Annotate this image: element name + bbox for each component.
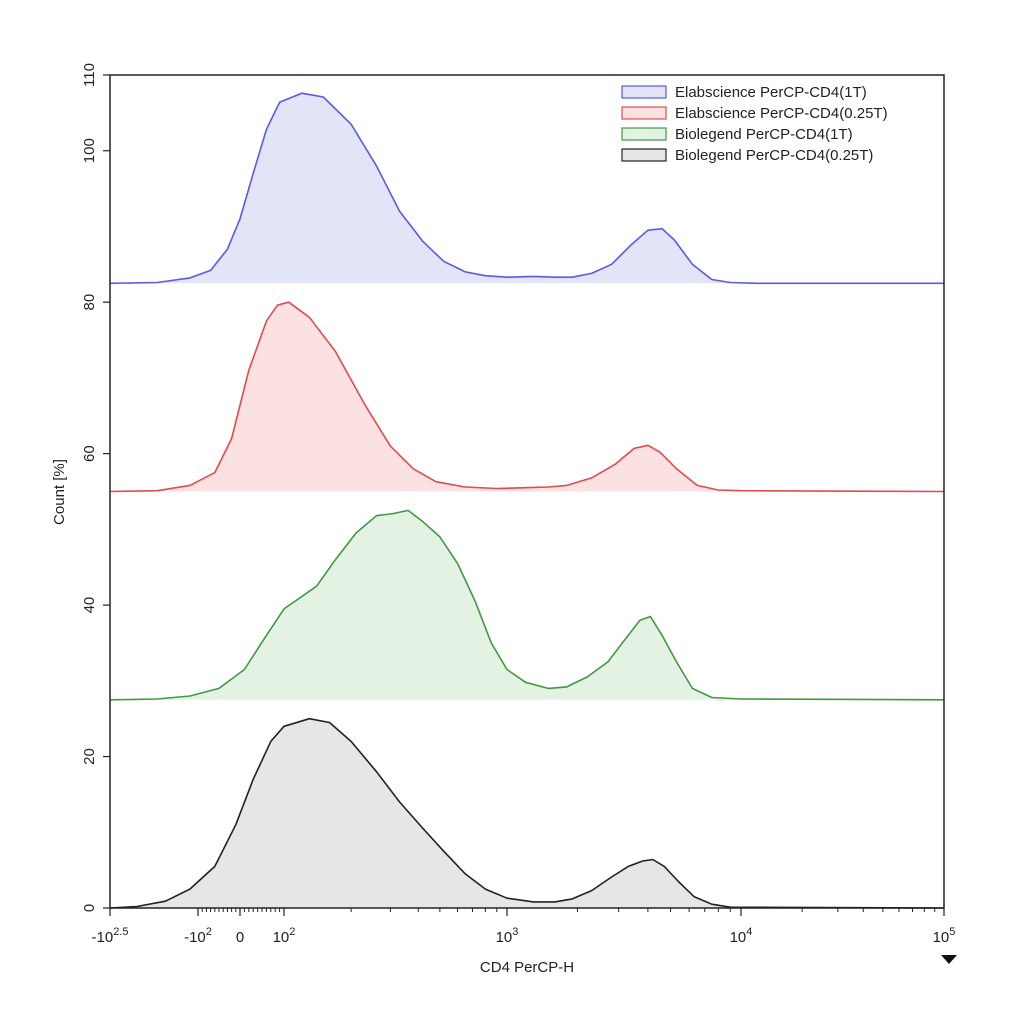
- legend: Elabscience PerCP-CD4(1T) Elabscience Per…: [621, 84, 888, 164]
- y-tick-label: 20: [81, 748, 98, 765]
- y-axis: 0 20 40 60 80 100 110: [81, 63, 110, 912]
- y-axis-label: Count [%]: [51, 459, 68, 525]
- series-0-area: [110, 93, 944, 284]
- series-1-line: [109, 301, 945, 493]
- plot-frame: [109, 74, 945, 909]
- x-axis-label: CD4 PerCP-H: [480, 959, 574, 976]
- legend-swatch-0: [621, 85, 667, 99]
- legend-label-0: Elabscience PerCP-CD4(1T): [675, 84, 867, 101]
- y-tick-label: 40: [81, 597, 98, 614]
- axis-menu-arrow-icon[interactable]: [941, 955, 957, 964]
- y-tick-label: 80: [81, 294, 98, 311]
- legend-label-3: Biolegend PerCP-CD4(0.25T): [675, 147, 873, 164]
- x-tick-label: 0: [236, 929, 244, 946]
- legend-label-2: Biolegend PerCP-CD4(1T): [675, 126, 853, 143]
- y-tick-label: 110: [81, 63, 98, 87]
- series-2-line: [109, 509, 945, 701]
- x-tick-label: -102: [184, 926, 212, 946]
- x-tick-label: 105: [933, 926, 956, 946]
- series-3-area: [110, 718, 944, 908]
- x-tick-label: -102.5: [92, 926, 129, 946]
- x-axis: -102.5 -102 0 102 103 104 105: [92, 908, 956, 946]
- series-3-line: [109, 717, 945, 909]
- x-tick-label: 103: [496, 926, 519, 946]
- series-layer: [109, 92, 945, 909]
- legend-label-1: Elabscience PerCP-CD4(0.25T): [675, 105, 888, 122]
- y-tick-label: 0: [81, 904, 98, 912]
- y-tick-label: 60: [81, 445, 98, 462]
- legend-swatch-1: [621, 106, 667, 120]
- series-0-line: [109, 92, 944, 285]
- y-tick-label: 100: [81, 138, 98, 163]
- legend-swatch-3: [621, 148, 667, 162]
- legend-swatch-2: [621, 127, 667, 141]
- series-2-area: [110, 510, 944, 700]
- x-tick-label: 102: [273, 926, 296, 946]
- series-1-area: [110, 302, 944, 492]
- x-tick-label: 104: [730, 926, 753, 946]
